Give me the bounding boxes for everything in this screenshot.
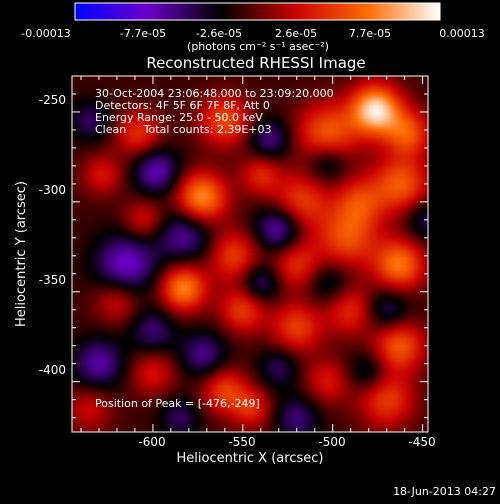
x-tick-label: -550: [228, 435, 255, 449]
colorbar-tick-label: 0.00013: [439, 27, 485, 40]
annotation-clean-counts: Clean Total counts: 2.39E+03: [95, 123, 272, 136]
x-tick-label: -500: [318, 435, 345, 449]
chart-title: Reconstructed RHESSI Image: [146, 54, 365, 72]
annotation-block: 30-Oct-2004 23:06:48.000 to 23:09:20.000…: [95, 87, 334, 136]
annotation-energy-range: Energy Range: 25.0 - 50.0 keV: [95, 111, 263, 124]
colorbar-tick-label: 2.6e-05: [275, 27, 317, 40]
annotation-time-range: 30-Oct-2004 23:06:48.000 to 23:09:20.000: [95, 87, 334, 100]
colorbar-tick-label: 7.7e-05: [349, 27, 391, 40]
colorbar-tick-label: -0.00013: [21, 27, 70, 40]
colorbar-tick-label: -7.7e-05: [120, 27, 166, 40]
date-stamp: 18-Jun-2013 04:27: [393, 485, 496, 498]
y-tick-label: -300: [39, 183, 66, 197]
y-tick-label: -350: [39, 273, 66, 287]
annotation-detectors: Detectors: 4F 5F 6F 7F 8F, Att 0: [95, 99, 270, 112]
colorbar: -0.00013 -7.7e-05 -2.6e-05 2.6e-05 7.7e-…: [21, 2, 485, 53]
colorbar-gradient: [74, 2, 441, 21]
colorbar-unit-label: (photons cm⁻² s⁻¹ asec⁻²): [187, 40, 329, 53]
axis-ticks: [72, 75, 428, 432]
y-tick-label: -250: [39, 93, 66, 107]
plot-area: [71, 75, 429, 433]
heatmap-image: [72, 76, 428, 432]
x-axis-label: Heliocentric X (arcsec): [177, 451, 324, 466]
x-tick-label: -600: [138, 435, 165, 449]
y-tick-label: -400: [39, 363, 66, 377]
plot-frame: [71, 75, 429, 433]
x-tick-label: -450: [408, 435, 435, 449]
y-axis-label: Heliocentric Y (arcsec): [14, 181, 29, 327]
colorbar-tick-label: -2.6e-05: [196, 27, 242, 40]
peak-position-label: Position of Peak = [-476,-249]: [95, 397, 260, 410]
